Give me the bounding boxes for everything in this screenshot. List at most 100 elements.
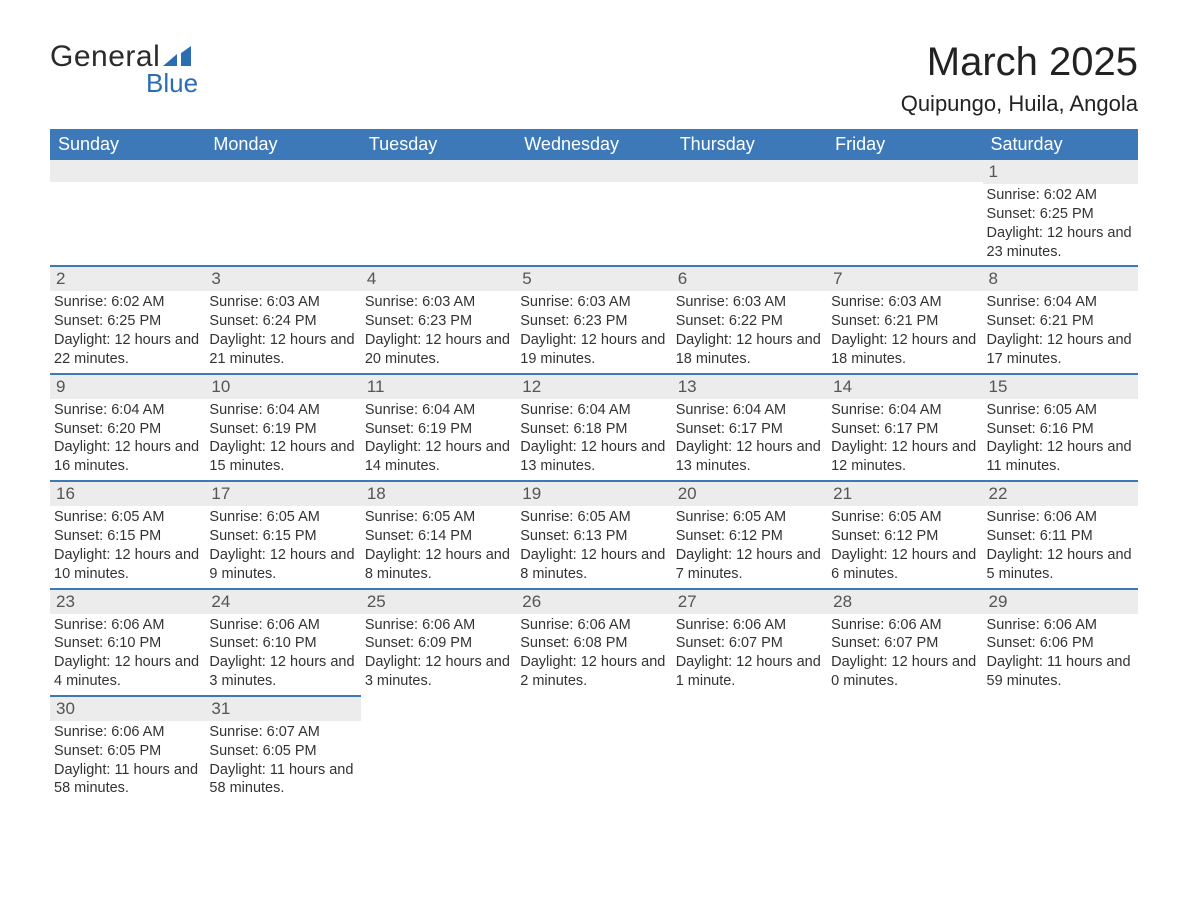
day-details: Sunrise: 6:02 AMSunset: 6:25 PMDaylight:… bbox=[50, 291, 205, 372]
day-details bbox=[361, 182, 516, 242]
calendar-cell: 20Sunrise: 6:05 AMSunset: 6:12 PMDayligh… bbox=[672, 481, 827, 588]
day-number: 20 bbox=[672, 482, 827, 506]
sunset-text: Sunset: 6:16 PM bbox=[987, 420, 1134, 439]
sunset-text: Sunset: 6:08 PM bbox=[520, 634, 667, 653]
calendar-cell bbox=[361, 696, 516, 802]
sunrise-text: Sunrise: 6:06 AM bbox=[54, 616, 201, 635]
day-number: 26 bbox=[516, 590, 671, 614]
day-details: Sunrise: 6:04 AMSunset: 6:20 PMDaylight:… bbox=[50, 399, 205, 480]
sunset-text: Sunset: 6:23 PM bbox=[520, 312, 667, 331]
calendar-cell bbox=[516, 160, 671, 266]
header: General Blue March 2025 Quipungo, Huila,… bbox=[50, 40, 1138, 117]
calendar-cell: 5Sunrise: 6:03 AMSunset: 6:23 PMDaylight… bbox=[516, 266, 671, 373]
sunset-text: Sunset: 6:23 PM bbox=[365, 312, 512, 331]
day-number bbox=[827, 160, 982, 182]
calendar-cell: 15Sunrise: 6:05 AMSunset: 6:16 PMDayligh… bbox=[983, 374, 1138, 481]
calendar-week-row: 1Sunrise: 6:02 AMSunset: 6:25 PMDaylight… bbox=[50, 160, 1138, 266]
sunset-text: Sunset: 6:15 PM bbox=[209, 527, 356, 546]
day-number bbox=[516, 160, 671, 182]
daylight-text: Daylight: 12 hours and 18 minutes. bbox=[831, 331, 978, 369]
sunset-text: Sunset: 6:15 PM bbox=[54, 527, 201, 546]
calendar-cell bbox=[983, 696, 1138, 802]
calendar-cell: 31Sunrise: 6:07 AMSunset: 6:05 PMDayligh… bbox=[205, 696, 360, 802]
calendar-week-row: 16Sunrise: 6:05 AMSunset: 6:15 PMDayligh… bbox=[50, 481, 1138, 588]
weekday-header: Friday bbox=[827, 129, 982, 160]
daylight-text: Daylight: 12 hours and 15 minutes. bbox=[209, 438, 356, 476]
calendar-cell: 6Sunrise: 6:03 AMSunset: 6:22 PMDaylight… bbox=[672, 266, 827, 373]
sunset-text: Sunset: 6:09 PM bbox=[365, 634, 512, 653]
day-number: 7 bbox=[827, 267, 982, 291]
daylight-text: Daylight: 12 hours and 17 minutes. bbox=[987, 331, 1134, 369]
day-number: 21 bbox=[827, 482, 982, 506]
calendar-cell: 11Sunrise: 6:04 AMSunset: 6:19 PMDayligh… bbox=[361, 374, 516, 481]
weekday-header: Sunday bbox=[50, 129, 205, 160]
day-number: 13 bbox=[672, 375, 827, 399]
daylight-text: Daylight: 12 hours and 0 minutes. bbox=[831, 653, 978, 691]
sunrise-text: Sunrise: 6:06 AM bbox=[520, 616, 667, 635]
sunrise-text: Sunrise: 6:03 AM bbox=[209, 293, 356, 312]
day-number: 3 bbox=[205, 267, 360, 291]
sunset-text: Sunset: 6:17 PM bbox=[831, 420, 978, 439]
calendar-week-row: 30Sunrise: 6:06 AMSunset: 6:05 PMDayligh… bbox=[50, 696, 1138, 802]
day-number: 18 bbox=[361, 482, 516, 506]
calendar-cell bbox=[50, 160, 205, 266]
calendar-cell: 27Sunrise: 6:06 AMSunset: 6:07 PMDayligh… bbox=[672, 589, 827, 696]
weekday-header: Wednesday bbox=[516, 129, 671, 160]
calendar-cell: 17Sunrise: 6:05 AMSunset: 6:15 PMDayligh… bbox=[205, 481, 360, 588]
day-details: Sunrise: 6:05 AMSunset: 6:13 PMDaylight:… bbox=[516, 506, 671, 587]
sunrise-text: Sunrise: 6:04 AM bbox=[365, 401, 512, 420]
sunset-text: Sunset: 6:05 PM bbox=[54, 742, 201, 761]
day-number: 23 bbox=[50, 590, 205, 614]
sunset-text: Sunset: 6:13 PM bbox=[520, 527, 667, 546]
calendar-cell: 25Sunrise: 6:06 AMSunset: 6:09 PMDayligh… bbox=[361, 589, 516, 696]
calendar-cell: 24Sunrise: 6:06 AMSunset: 6:10 PMDayligh… bbox=[205, 589, 360, 696]
sunrise-text: Sunrise: 6:04 AM bbox=[209, 401, 356, 420]
day-number: 9 bbox=[50, 375, 205, 399]
sunrise-text: Sunrise: 6:03 AM bbox=[520, 293, 667, 312]
calendar-cell: 28Sunrise: 6:06 AMSunset: 6:07 PMDayligh… bbox=[827, 589, 982, 696]
day-number bbox=[205, 160, 360, 182]
day-details: Sunrise: 6:04 AMSunset: 6:17 PMDaylight:… bbox=[827, 399, 982, 480]
calendar-cell: 19Sunrise: 6:05 AMSunset: 6:13 PMDayligh… bbox=[516, 481, 671, 588]
day-details: Sunrise: 6:04 AMSunset: 6:19 PMDaylight:… bbox=[205, 399, 360, 480]
calendar-cell: 10Sunrise: 6:04 AMSunset: 6:19 PMDayligh… bbox=[205, 374, 360, 481]
sunrise-text: Sunrise: 6:05 AM bbox=[676, 508, 823, 527]
day-details: Sunrise: 6:03 AMSunset: 6:21 PMDaylight:… bbox=[827, 291, 982, 372]
flag-icon bbox=[163, 44, 191, 71]
day-details: Sunrise: 6:06 AMSunset: 6:07 PMDaylight:… bbox=[827, 614, 982, 695]
day-details: Sunrise: 6:04 AMSunset: 6:19 PMDaylight:… bbox=[361, 399, 516, 480]
daylight-text: Daylight: 12 hours and 2 minutes. bbox=[520, 653, 667, 691]
day-details: Sunrise: 6:03 AMSunset: 6:22 PMDaylight:… bbox=[672, 291, 827, 372]
day-details: Sunrise: 6:06 AMSunset: 6:08 PMDaylight:… bbox=[516, 614, 671, 695]
daylight-text: Daylight: 12 hours and 3 minutes. bbox=[209, 653, 356, 691]
day-number bbox=[672, 160, 827, 182]
day-number: 8 bbox=[983, 267, 1138, 291]
sunset-text: Sunset: 6:12 PM bbox=[831, 527, 978, 546]
sunset-text: Sunset: 6:17 PM bbox=[676, 420, 823, 439]
day-number: 22 bbox=[983, 482, 1138, 506]
brand-logo: General Blue bbox=[50, 40, 198, 99]
day-number: 28 bbox=[827, 590, 982, 614]
day-details: Sunrise: 6:02 AMSunset: 6:25 PMDaylight:… bbox=[983, 184, 1138, 265]
sunset-text: Sunset: 6:07 PM bbox=[831, 634, 978, 653]
sunrise-text: Sunrise: 6:05 AM bbox=[365, 508, 512, 527]
sunset-text: Sunset: 6:21 PM bbox=[987, 312, 1134, 331]
day-number: 27 bbox=[672, 590, 827, 614]
day-number bbox=[50, 160, 205, 182]
sunset-text: Sunset: 6:12 PM bbox=[676, 527, 823, 546]
location-label: Quipungo, Huila, Angola bbox=[901, 91, 1138, 117]
calendar-cell bbox=[672, 696, 827, 802]
day-details: Sunrise: 6:06 AMSunset: 6:10 PMDaylight:… bbox=[205, 614, 360, 695]
sunrise-text: Sunrise: 6:02 AM bbox=[54, 293, 201, 312]
sunset-text: Sunset: 6:10 PM bbox=[209, 634, 356, 653]
calendar-cell bbox=[205, 160, 360, 266]
sunrise-text: Sunrise: 6:06 AM bbox=[365, 616, 512, 635]
daylight-text: Daylight: 12 hours and 13 minutes. bbox=[676, 438, 823, 476]
calendar-cell: 9Sunrise: 6:04 AMSunset: 6:20 PMDaylight… bbox=[50, 374, 205, 481]
weekday-header-row: Sunday Monday Tuesday Wednesday Thursday… bbox=[50, 129, 1138, 160]
sunset-text: Sunset: 6:25 PM bbox=[987, 205, 1134, 224]
day-details: Sunrise: 6:05 AMSunset: 6:15 PMDaylight:… bbox=[50, 506, 205, 587]
daylight-text: Daylight: 12 hours and 8 minutes. bbox=[520, 546, 667, 584]
weekday-header: Thursday bbox=[672, 129, 827, 160]
day-number: 19 bbox=[516, 482, 671, 506]
